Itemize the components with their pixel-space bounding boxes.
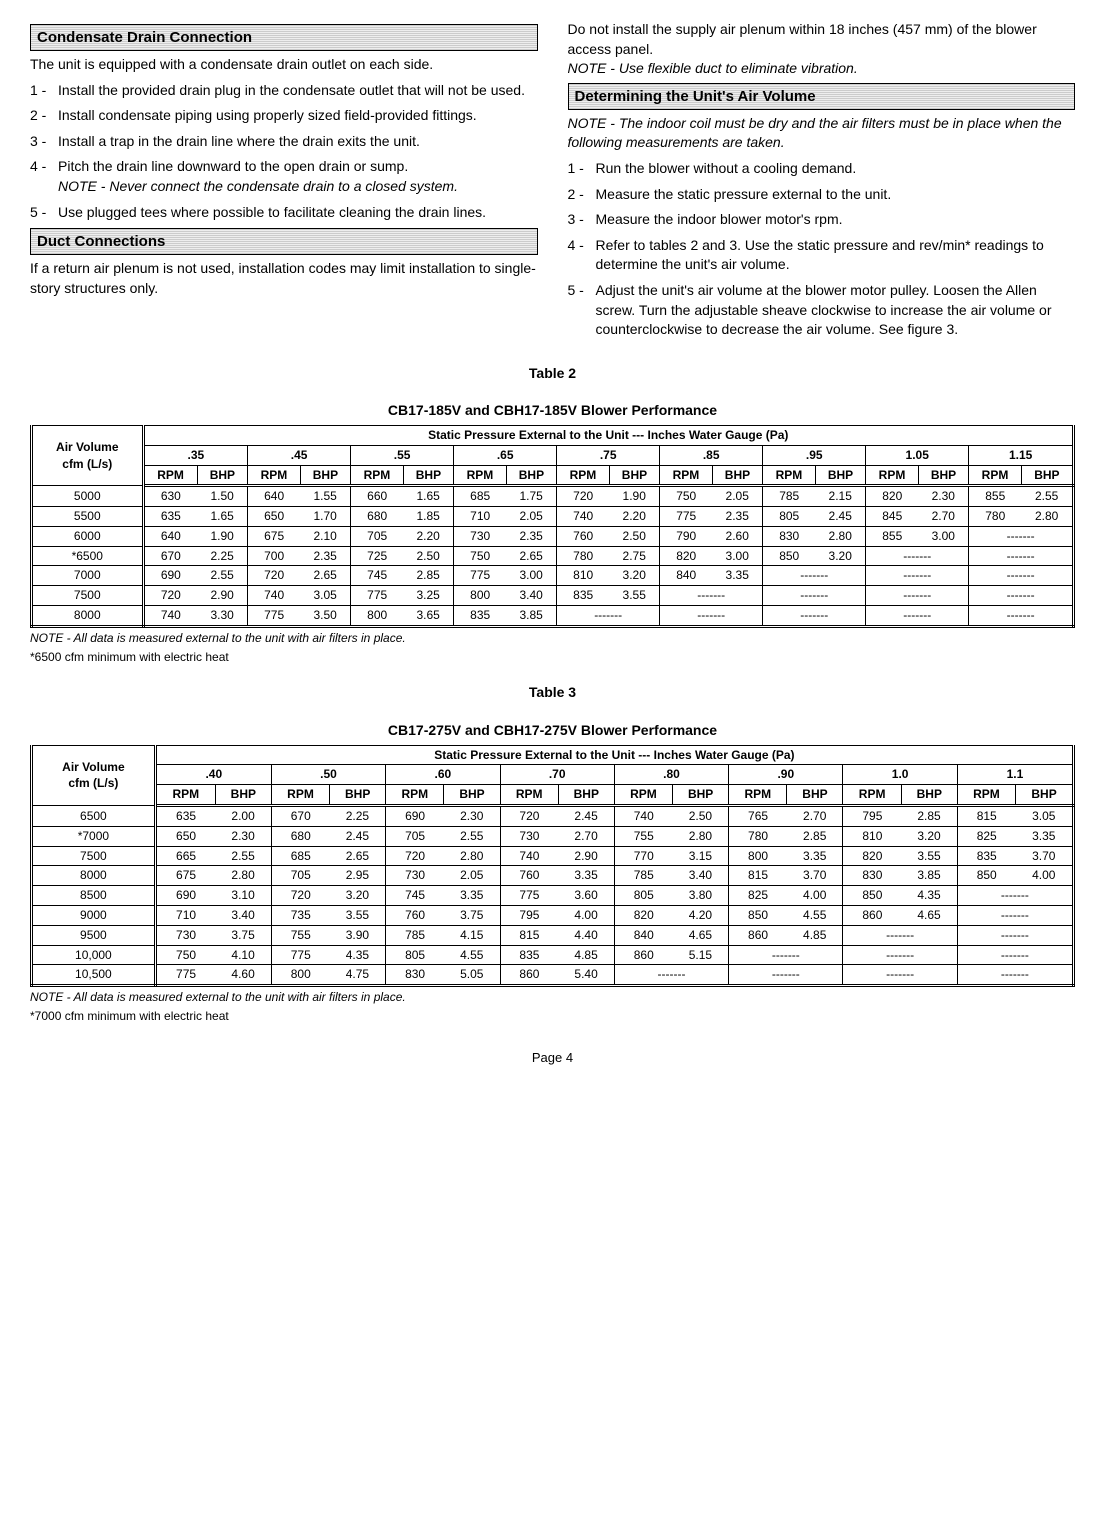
page-number: Page 4 xyxy=(30,1049,1075,1067)
table3-title1: Table 3 xyxy=(30,683,1075,703)
list-item: Measure the indoor blower motor's rpm. xyxy=(596,210,843,230)
list-item: Use plugged tees where possible to facil… xyxy=(58,203,486,223)
list-item: Install the provided drain plug in the c… xyxy=(58,81,525,101)
list-item: Adjust the unit's air volume at the blow… xyxy=(596,281,1076,340)
condensate-intro: The unit is equipped with a condensate d… xyxy=(30,55,538,75)
list-item: Pitch the drain line downward to the ope… xyxy=(58,157,458,196)
duct-text: If a return air plenum is not used, inst… xyxy=(30,259,538,298)
flex-duct-note: NOTE - Use flexible duct to eliminate vi… xyxy=(568,59,1076,79)
duct-header: Duct Connections xyxy=(30,228,538,255)
table2-title2: CB17-185V and CBH17-185V Blower Performa… xyxy=(30,401,1075,421)
supply-air-text: Do not install the supply air plenum wit… xyxy=(568,20,1076,59)
condensate-header: Condensate Drain Connection xyxy=(30,24,538,51)
airvol-header: Determining the Unit's Air Volume xyxy=(568,83,1076,110)
table2: Air Volume cfm (L/s)Static Pressure Exte… xyxy=(30,425,1075,628)
left-column: Condensate Drain Connection The unit is … xyxy=(30,20,538,346)
table3-footnote2: *7000 cfm minimum with electric heat xyxy=(30,1008,1075,1025)
list-item: Run the blower without a cooling demand. xyxy=(596,159,857,179)
airvol-list: 1 -Run the blower without a cooling dema… xyxy=(568,159,1076,340)
list-item: Install condensate piping using properly… xyxy=(58,106,477,126)
list-item: Refer to tables 2 and 3. Use the static … xyxy=(596,236,1076,275)
airvol-note: NOTE - The indoor coil must be dry and t… xyxy=(568,114,1076,153)
list-item: Measure the static pressure external to … xyxy=(596,185,892,205)
table2-title1: Table 2 xyxy=(30,364,1075,384)
table2-footnote1: NOTE - All data is measured external to … xyxy=(30,631,406,645)
table3: Air Volume cfm (L/s)Static Pressure Exte… xyxy=(30,745,1075,988)
condensate-list: 1 -Install the provided drain plug in th… xyxy=(30,81,538,223)
table3-title2: CB17-275V and CBH17-275V Blower Performa… xyxy=(30,721,1075,741)
list-item: Install a trap in the drain line where t… xyxy=(58,132,420,152)
table2-footnote2: *6500 cfm minimum with electric heat xyxy=(30,649,1075,666)
right-column: Do not install the supply air plenum wit… xyxy=(568,20,1076,346)
two-column-layout: Condensate Drain Connection The unit is … xyxy=(30,20,1075,346)
table3-footnote1: NOTE - All data is measured external to … xyxy=(30,990,406,1004)
